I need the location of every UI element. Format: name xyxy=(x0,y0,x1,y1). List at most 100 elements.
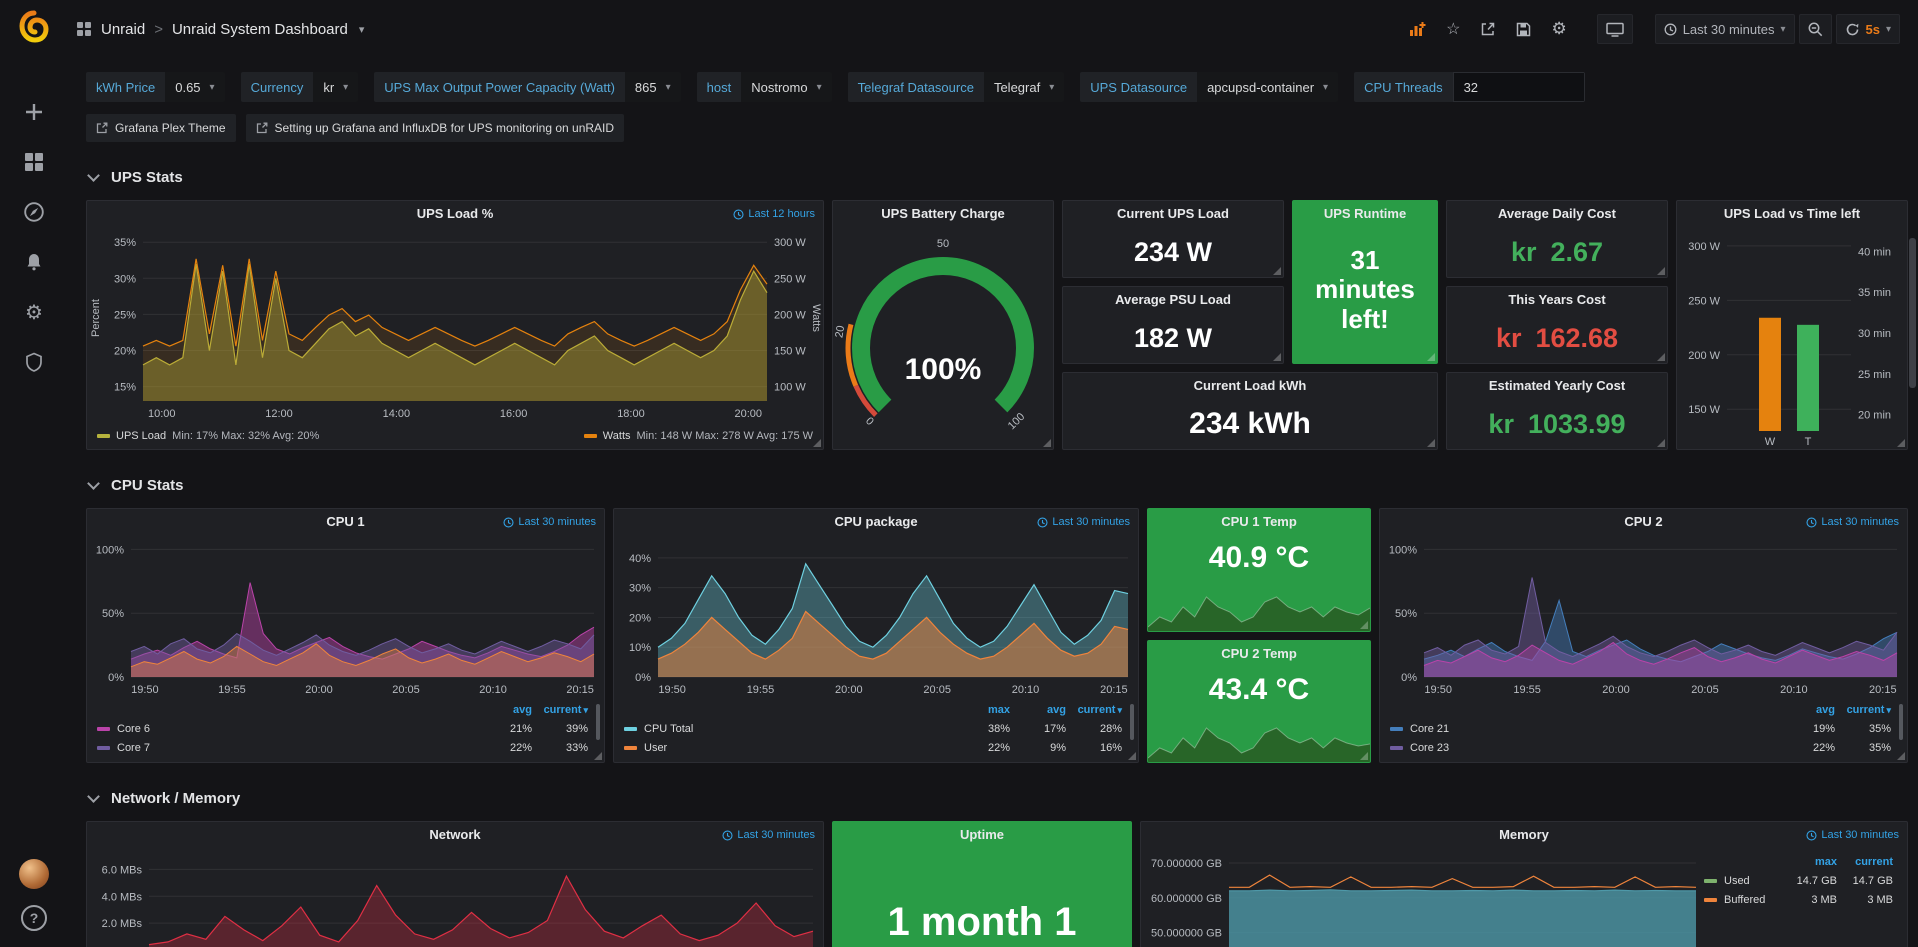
panel-time-range-link[interactable]: Last 12 hours xyxy=(733,208,815,220)
share-button[interactable] xyxy=(1472,14,1504,44)
panel-title[interactable]: Uptime xyxy=(959,827,1005,842)
panel-resize-handle[interactable] xyxy=(813,439,821,447)
series-toggle[interactable]: UPS Load xyxy=(116,430,167,442)
battery-gauge[interactable]: 0 20 50 100 100% xyxy=(833,227,1053,449)
panel-resize-handle[interactable] xyxy=(1360,752,1368,760)
panel-title[interactable]: CPU package xyxy=(834,514,918,529)
series-toggle[interactable]: Core 7 xyxy=(97,742,476,754)
panel-resize-handle[interactable] xyxy=(1657,267,1665,275)
ups-bar-chart[interactable]: 150 W 200 W 250 W 300 W 20 min 25 min 30 min 35… xyxy=(1677,227,1907,449)
panel-title[interactable]: Average Daily Cost xyxy=(1497,206,1616,221)
refresh-button[interactable]: 5s ▾ xyxy=(1835,14,1900,44)
cpu-package-chart[interactable]: 0% 10% 20% 30% 40% 19:50 19:55 20:00 20:05 20:10 2… xyxy=(614,535,1138,699)
variable-value-dropdown[interactable]: apcupsd-container ▾ xyxy=(1197,72,1339,102)
series-toggle[interactable]: CPU Total xyxy=(624,723,954,735)
section-header-ups-stats[interactable]: UPS Stats xyxy=(86,164,1908,190)
panel-resize-handle[interactable] xyxy=(1657,439,1665,447)
tv-cycle-button[interactable] xyxy=(1596,14,1633,44)
legend-scrollbar[interactable] xyxy=(596,704,600,740)
panel-title[interactable]: UPS Runtime xyxy=(1323,206,1407,221)
dashboards-icon[interactable] xyxy=(21,149,47,175)
save-button[interactable] xyxy=(1508,14,1539,44)
panel-title[interactable]: UPS Battery Charge xyxy=(881,206,1005,221)
panel-resize-handle[interactable] xyxy=(1897,439,1905,447)
refresh-interval-label[interactable]: 5s xyxy=(1865,21,1880,37)
variable-value-dropdown[interactable]: kr ▾ xyxy=(313,72,359,102)
configuration-gear-icon[interactable]: ⚙ xyxy=(25,301,43,324)
chevron-down-icon[interactable]: ▾ xyxy=(358,23,365,36)
cpu2-chart[interactable]: 0% 50% 100% 19:50 19:55 20:00 20:05 20:10 20:15 xyxy=(1380,535,1907,699)
panel-time-range-link[interactable]: Last 30 minutes xyxy=(1806,516,1899,528)
star-button[interactable]: ☆ xyxy=(1438,14,1468,44)
series-toggle[interactable]: Core 23 xyxy=(1390,742,1779,754)
panel-resize-handle[interactable] xyxy=(1657,353,1665,361)
ups-load-chart[interactable]: 15% 20% 25% 30% 35% 100 W 150 W 200 W 250 W 300 W… xyxy=(87,227,823,423)
add-panel-button[interactable] xyxy=(1401,14,1434,44)
legend-sort-header[interactable]: max xyxy=(1814,855,1837,868)
legend-scrollbar[interactable] xyxy=(1899,704,1903,740)
legend-sort-header[interactable]: current ▾ xyxy=(543,703,588,716)
panel-resize-handle[interactable] xyxy=(1897,752,1905,760)
variable-value-dropdown[interactable]: Telegraf ▾ xyxy=(983,72,1065,102)
panel-resize-handle[interactable] xyxy=(1427,353,1435,361)
panel-resize-handle[interactable] xyxy=(1273,267,1281,275)
alerting-bell-icon[interactable] xyxy=(21,249,47,275)
panel-title[interactable]: CPU 2 Temp xyxy=(1221,645,1297,661)
cpu1-chart[interactable]: 0% 50% 100% 19:50 19:55 20:00 20:05 20:10 20:15 xyxy=(87,535,604,699)
panel-title[interactable]: Current UPS Load xyxy=(1117,206,1229,221)
legend-sort-header[interactable]: current xyxy=(1855,855,1893,868)
apps-grid-icon[interactable] xyxy=(76,21,92,37)
dashboard-settings-button[interactable]: ⚙ xyxy=(1543,14,1574,44)
panel-resize-handle[interactable] xyxy=(1043,439,1051,447)
legend-scrollbar[interactable] xyxy=(1130,704,1134,740)
series-toggle[interactable]: Used xyxy=(1704,875,1781,887)
dashboard-title[interactable]: Unraid System Dashboard xyxy=(171,20,348,38)
panel-title[interactable]: Current Load kWh xyxy=(1193,378,1307,393)
section-header-cpu-stats[interactable]: CPU Stats xyxy=(86,472,1908,498)
panel-title[interactable]: Average PSU Load xyxy=(1115,292,1231,307)
variable-value-dropdown[interactable]: Nostromo ▾ xyxy=(741,72,832,102)
series-toggle[interactable]: User xyxy=(624,742,954,754)
legend-sort-header[interactable]: avg xyxy=(513,703,532,716)
panel-title[interactable]: CPU 2 xyxy=(1624,514,1663,529)
cpu-threads-input[interactable]: 32 xyxy=(1452,72,1585,102)
link-ups-monitoring-guide[interactable]: Setting up Grafana and InfluxDB for UPS … xyxy=(245,114,625,142)
panel-title[interactable]: Memory xyxy=(1499,827,1549,842)
variable-value-dropdown[interactable]: 865 ▾ xyxy=(624,72,681,102)
series-toggle[interactable]: Core 6 xyxy=(97,723,476,735)
explore-compass-icon[interactable] xyxy=(21,199,47,225)
panel-time-range-link[interactable]: Last 30 minutes xyxy=(722,829,815,841)
panel-time-range-link[interactable]: Last 30 minutes xyxy=(1037,516,1130,528)
series-toggle[interactable]: Buffered xyxy=(1704,894,1781,906)
legend-sort-header[interactable]: avg xyxy=(1816,703,1835,716)
time-range-picker[interactable]: Last 30 minutes ▾ xyxy=(1654,14,1795,44)
panel-title[interactable]: Estimated Yearly Cost xyxy=(1488,378,1626,393)
panel-time-range-link[interactable]: Last 30 minutes xyxy=(503,516,596,528)
legend-sort-header[interactable]: current ▾ xyxy=(1846,703,1891,716)
grafana-logo-icon[interactable] xyxy=(17,10,51,47)
panel-title[interactable]: UPS Load % xyxy=(416,206,494,221)
panel-title[interactable]: Network xyxy=(429,827,481,842)
memory-chart[interactable]: 50.000000 GB 60.000000 GB 70.000000 GB xyxy=(1141,848,1702,947)
panel-resize-handle[interactable] xyxy=(1273,353,1281,361)
series-toggle[interactable]: Core 21 xyxy=(1390,723,1779,735)
help-icon[interactable]: ? xyxy=(21,905,47,931)
panel-resize-handle[interactable] xyxy=(1360,620,1368,629)
panel-resize-handle[interactable] xyxy=(1128,752,1136,760)
panel-title[interactable]: CPU 1 xyxy=(326,514,365,529)
page-scrollbar[interactable] xyxy=(1909,238,1916,388)
link-grafana-plex-theme[interactable]: Grafana Plex Theme xyxy=(86,114,236,142)
create-plus-icon[interactable] xyxy=(21,99,47,125)
series-toggle[interactable]: Watts xyxy=(602,430,631,442)
panel-title[interactable]: CPU 1 Temp xyxy=(1221,514,1297,529)
panel-resize-handle[interactable] xyxy=(594,752,602,760)
legend-sort-header[interactable]: current ▾ xyxy=(1077,703,1122,716)
network-chart[interactable]: 2.0 MBs 4.0 MBs 6.0 MBs xyxy=(87,848,823,947)
section-header-network-memory[interactable]: Network / Memory xyxy=(86,785,1908,811)
panel-resize-handle[interactable] xyxy=(1427,439,1435,447)
panel-title[interactable]: UPS Load vs Time left xyxy=(1723,206,1861,221)
breadcrumb-folder[interactable]: Unraid xyxy=(101,20,146,38)
legend-sort-header[interactable]: max xyxy=(987,703,1010,716)
legend-sort-header[interactable]: avg xyxy=(1047,703,1066,716)
panel-title[interactable]: This Years Cost xyxy=(1508,292,1606,307)
